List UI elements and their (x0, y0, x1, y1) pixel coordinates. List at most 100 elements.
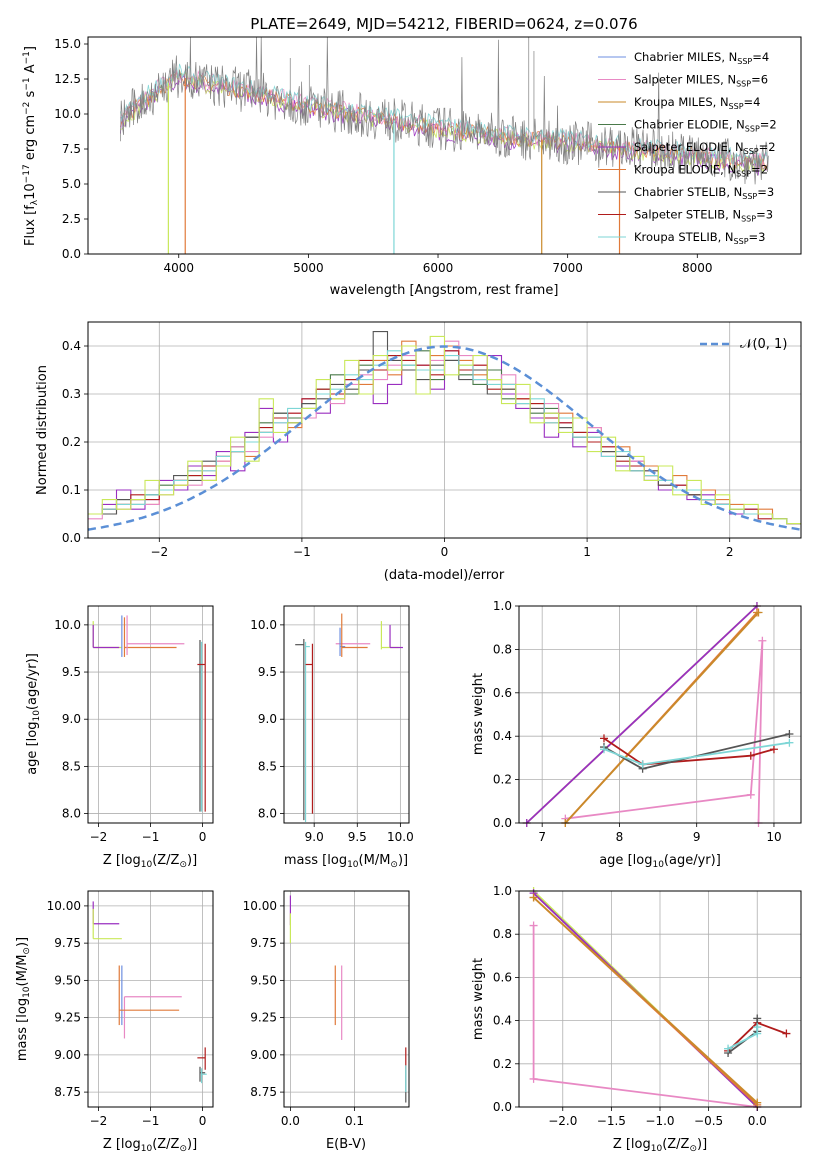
age-z-axes-frame (87, 605, 214, 824)
plus-marker (769, 745, 778, 754)
y-tick-label: 9.50 (250, 973, 277, 987)
age-mass-ticks: 9.0 9.5 10.0 8.0 8.5 9.0 9.5 10.0 (250, 618, 413, 844)
weight-z-ticks: −2.0 −1.5 −1.0 −0.5 0.0 0.0 0.2 0.4 0.6 0.8 1.0 (493, 884, 767, 1128)
weight-line (532, 925, 758, 1108)
plus-marker (753, 1023, 762, 1032)
mass-vs-ebv-panel: 0.0 0.1 8.75 9.00 9.25 9.50 9.75 10.00 E(B-V) (243, 890, 410, 1152)
y-tick-label: 8.5 (258, 759, 277, 773)
x-tick-label: 10.0 (387, 830, 414, 844)
x-tick-label: 2 (726, 545, 734, 559)
residuals-ticks: −2 −1 0 1 2 0.0 0.1 0.2 0.3 0.4 (62, 339, 734, 559)
mass-z-x-label: Z [log10(Z/Z⊙)] (103, 1137, 197, 1154)
plus-marker (785, 738, 794, 747)
model-spectrum-line (120, 71, 768, 174)
y-tick-label: 9.50 (54, 973, 81, 987)
y-tick-label: 8.75 (250, 1085, 277, 1099)
y-tick-label: 9.5 (258, 665, 277, 679)
y-tick-label: 9.25 (250, 1011, 277, 1025)
x-tick-label: −0.5 (694, 1114, 723, 1128)
x-tick-label: −2 (150, 545, 168, 559)
weight-z-lines (529, 887, 791, 1111)
x-tick-label: 6000 (423, 261, 454, 275)
weight-age-grid (519, 605, 801, 824)
observed-spectrum-line (120, 36, 769, 185)
y-tick-label: 0.0 (493, 816, 512, 830)
mass-ebv-axes-frame (283, 890, 410, 1108)
mass-ebv-ticks: 0.0 0.1 8.75 9.00 9.25 9.50 9.75 10.00 (243, 899, 364, 1128)
spectrum-x-label: wavelength [Angstrom, rest frame] (330, 283, 559, 298)
mass-z-points (92, 901, 207, 1084)
y-tick-label: 1.0 (493, 884, 512, 898)
y-tick-label: 10.0 (250, 618, 277, 632)
weight-z-axes-frame (518, 890, 802, 1108)
weight-age-axes-frame (518, 605, 802, 824)
x-tick-label: 10 (766, 830, 781, 844)
x-tick-label: 5000 (293, 261, 324, 275)
y-tick-label: 0.0 (62, 531, 81, 545)
legend-entry: Kroupa STELIB, NSSP=3 (634, 230, 765, 246)
y-tick-label: 9.00 (250, 1048, 277, 1062)
y-tick-label: 9.25 (54, 1011, 81, 1025)
plus-marker (638, 760, 647, 769)
y-tick-label: 9.75 (54, 936, 81, 950)
spectrum-ticks: 4000 5000 6000 7000 8000 0.0 2.5 5.0 7.5 10.0 12.5… (54, 37, 712, 275)
y-tick-label: 8.0 (258, 807, 277, 821)
x-tick-label: 4000 (163, 261, 194, 275)
y-tick-label: 0.6 (493, 970, 512, 984)
plus-marker (599, 734, 608, 743)
gauss-legend-label: 𝒩(0, 1) (740, 337, 787, 352)
x-tick-label: 1 (583, 545, 591, 559)
age-vs-mass-panel: 9.0 9.5 10.0 8.0 8.5 9.0 9.5 10.0 mass [log10(M… (250, 605, 414, 870)
x-tick-label: 0 (199, 1114, 207, 1128)
age-mass-axes-frame (283, 605, 410, 824)
plus-marker (529, 921, 538, 930)
x-tick-label: 0 (199, 830, 207, 844)
y-tick-label: 9.00 (54, 1048, 81, 1062)
y-tick-label: 2.5 (62, 212, 81, 226)
y-tick-label: 8.75 (54, 1085, 81, 1099)
x-tick-label: 0.0 (748, 1114, 767, 1128)
y-tick-label: 0.6 (493, 686, 512, 700)
x-tick-label: −1 (142, 830, 160, 844)
y-tick-label: 9.0 (258, 712, 277, 726)
x-tick-label: 8000 (682, 261, 713, 275)
age-z-ticks: −2 −1 0 8.0 8.5 9.0 9.5 10.0 (54, 618, 206, 844)
residuals-histograms (87, 331, 802, 531)
plus-marker (785, 730, 794, 739)
age-mass-points (295, 613, 403, 823)
y-tick-label: 0.8 (493, 642, 512, 656)
x-tick-label: −1.5 (597, 1114, 626, 1128)
spectrum-axes-frame (87, 36, 802, 255)
plus-marker (753, 1098, 762, 1107)
mass-ebv-grid (284, 891, 409, 1107)
plus-marker (753, 1014, 762, 1023)
legend-entry: Chabrier ELODIE, NSSP=2 (634, 118, 777, 134)
x-tick-label: 0 (441, 545, 449, 559)
y-tick-label: 0.4 (493, 729, 512, 743)
residuals-axes-frame (87, 321, 802, 539)
mass-z-grid (88, 891, 213, 1107)
plus-marker (599, 745, 608, 754)
plus-marker (746, 790, 755, 799)
spectrum-legend: Chabrier MILES, NSSP=4 Salpeter MILES, NS… (598, 50, 777, 246)
plus-marker (529, 1074, 538, 1083)
x-tick-label: 9 (693, 830, 701, 844)
x-tick-label: 9.0 (305, 830, 324, 844)
weight-vs-age-panel: 7 8 9 10 0.0 0.2 0.4 0.6 0.8 1.0 age [log10(age/y… (471, 599, 802, 870)
weight-line (603, 737, 775, 766)
residual-histogram (88, 335, 801, 525)
mass-z-axes-frame (87, 890, 214, 1108)
gaussian-curve (87, 345, 802, 531)
weight-line (565, 640, 764, 824)
y-tick-label: 0.4 (493, 1014, 512, 1028)
mass-z-ticks: −2 −1 0 8.75 9.00 9.25 9.50 9.75 10.00 (47, 899, 207, 1128)
y-tick-label: 0.2 (493, 773, 512, 787)
weight-line (564, 611, 760, 824)
legend-entry: Chabrier STELIB, NSSP=3 (634, 185, 774, 201)
age-z-x-label: Z [log10(Z/Z⊙)] (103, 853, 197, 870)
y-tick-label: 8.5 (62, 759, 81, 773)
residuals-panel: −2 −1 0 1 2 0.0 0.1 0.2 0.3 0.4 𝒩(0, 1) (data-mod… (35, 321, 802, 583)
mass-vs-z-panel: −2 −1 0 8.75 9.00 9.25 9.50 9.75 10.00 Z [log10(… (15, 890, 214, 1154)
weight-line (526, 605, 758, 824)
x-tick-label: −1.0 (645, 1114, 674, 1128)
